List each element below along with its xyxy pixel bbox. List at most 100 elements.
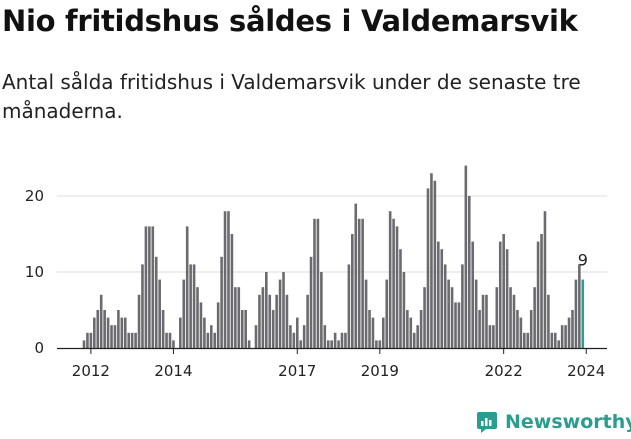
bar: [268, 294, 272, 348]
bar: [571, 310, 574, 348]
bar: [282, 272, 285, 348]
bar: [86, 332, 89, 348]
bar: [320, 272, 323, 348]
bar: [120, 317, 124, 348]
bar: [223, 211, 227, 348]
bar-chart-icon: [476, 411, 498, 433]
bar: [464, 165, 468, 348]
bar: [357, 218, 361, 348]
bar: [337, 340, 340, 348]
bar: [247, 340, 251, 348]
bar: [234, 287, 237, 348]
bar: [134, 332, 137, 348]
bar: [388, 211, 392, 348]
chart-subtitle: Antal sålda fritidshus i Valdemarsvik un…: [2, 70, 581, 123]
x-tick-label: 2019: [361, 362, 399, 380]
bar: [402, 272, 406, 348]
bar: [106, 317, 110, 348]
bar: [213, 332, 217, 348]
bar: [292, 332, 296, 348]
bar: [485, 294, 488, 348]
bar: [467, 196, 471, 348]
bar: [299, 340, 303, 348]
bar: [123, 317, 127, 348]
bars: [57, 165, 607, 350]
x-tick-label: 2022: [485, 362, 523, 380]
bar: [99, 294, 103, 348]
bar: [240, 310, 244, 348]
bar: [433, 180, 437, 348]
bar: [533, 287, 536, 348]
bar: [333, 332, 337, 348]
bar: [550, 332, 554, 348]
bar: [478, 310, 481, 348]
bar: [447, 279, 450, 348]
bar: [185, 226, 189, 348]
bar: [526, 332, 530, 348]
bar: [295, 317, 299, 348]
bar: [220, 256, 223, 348]
bar: [206, 332, 210, 348]
bar: [199, 302, 203, 348]
bar: [523, 332, 526, 348]
bar: [578, 264, 581, 348]
bar: [547, 294, 550, 348]
gridlines: [57, 195, 607, 273]
bar: [416, 325, 419, 348]
y-tick-label: 20: [25, 187, 44, 205]
bar: [474, 279, 478, 348]
bar: [529, 310, 533, 348]
bar: [289, 325, 292, 348]
bar: [361, 218, 364, 348]
bar: [392, 218, 395, 348]
bar: [89, 332, 93, 348]
bar: [151, 226, 155, 348]
bar: [144, 226, 148, 348]
bar: [378, 340, 382, 348]
bar: [409, 317, 413, 348]
bar: [553, 332, 557, 348]
bar: [237, 287, 241, 348]
bar: [471, 241, 475, 348]
bar: [103, 310, 106, 348]
bar: [340, 332, 344, 348]
bar: [437, 241, 440, 348]
bar: [351, 234, 354, 348]
y-tick-label: 0: [34, 339, 44, 357]
bar: [560, 325, 564, 348]
x-tick-label: 2012: [72, 362, 110, 380]
bar: [354, 203, 358, 348]
bar: [265, 272, 268, 348]
bar: [440, 249, 444, 348]
bar: [450, 287, 454, 348]
bar: [512, 294, 516, 348]
bar: [196, 287, 199, 348]
bar: [110, 325, 113, 348]
bar: [302, 325, 306, 348]
bar: [309, 256, 313, 348]
bar: [375, 340, 378, 348]
bar: [426, 188, 430, 348]
bar: [385, 279, 389, 348]
bar: [492, 325, 495, 348]
bar: [82, 340, 86, 348]
bar: [130, 332, 134, 348]
bar: [423, 287, 426, 348]
bar: [154, 256, 158, 348]
bar: [189, 264, 192, 348]
bar: [96, 310, 100, 348]
bar: [158, 279, 161, 348]
bar: [230, 234, 234, 348]
bar: [502, 234, 505, 348]
bar: [258, 294, 261, 348]
bar: [540, 234, 543, 348]
bar: [347, 264, 351, 348]
bar: [141, 264, 144, 348]
bar: [536, 241, 540, 348]
bar: [406, 310, 409, 348]
bar: [419, 310, 423, 348]
bar: [93, 317, 96, 348]
bar: [519, 317, 523, 348]
bar: [326, 340, 330, 348]
